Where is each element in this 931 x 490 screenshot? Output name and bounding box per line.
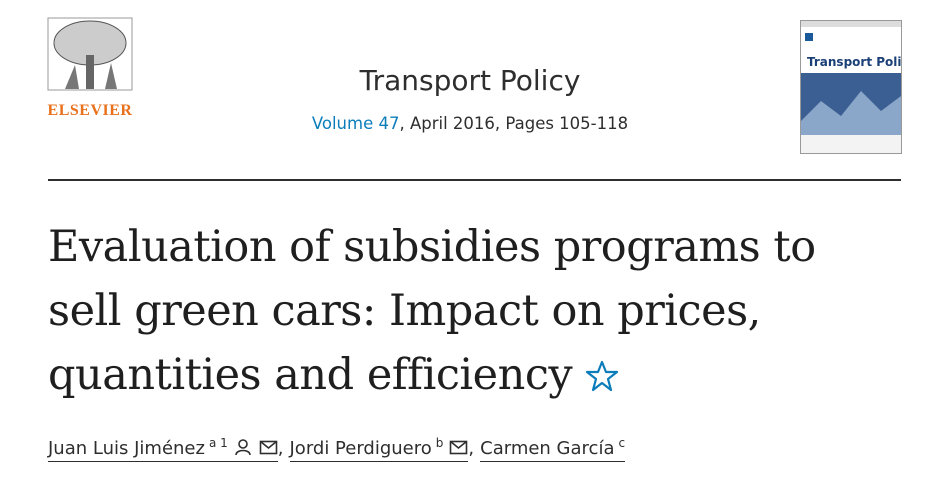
journal-cover[interactable]: Transport Policy: [800, 20, 902, 154]
author[interactable]: Jordi Perdiguero b: [289, 436, 469, 462]
author[interactable]: Juan Luis Jiménez a 1: [48, 436, 278, 462]
elsevier-logo[interactable]: ELSEVIER: [45, 15, 140, 125]
publisher: ELSEVIER: [48, 102, 133, 119]
separator: ,: [277, 438, 284, 459]
separator: ,: [468, 438, 475, 459]
journal-title[interactable]: Transport Policy: [359, 64, 581, 97]
cover-title: Transport Policy: [807, 55, 901, 69]
author-list: Juan Luis Jiménez a 1, Jordi Perdiguero b, C…: [48, 436, 626, 462]
affiliation: c: [618, 436, 626, 450]
volume-link[interactable]: Volume 47: [311, 114, 400, 133]
affiliation: b: [435, 436, 444, 450]
cover-footer: [801, 135, 901, 153]
author-name: Carmen García: [480, 438, 615, 459]
author-name: Juan Luis Jiménez: [48, 438, 205, 459]
logo-figures: [65, 63, 117, 89]
author-icon: [450, 440, 468, 455]
issue-line: Volume 47, April 2016, Pages 105-118: [250, 114, 690, 133]
cover-art: Transport Policy: [801, 21, 901, 153]
star-icon[interactable]: [585, 359, 619, 393]
title-text: Evaluation of subsidies programs to sell…: [48, 222, 816, 400]
divider: [48, 179, 901, 181]
article-title: Evaluation of subsidies programs to sell…: [48, 215, 848, 407]
affiliation: a 1: [208, 436, 228, 450]
issue-info: , April 2016, Pages 105-118: [399, 114, 629, 133]
author[interactable]: Carmen García c: [480, 436, 626, 462]
author-name: Jordi Perdiguero: [289, 438, 432, 459]
cover-band: [801, 21, 901, 27]
author-icon: [259, 440, 278, 455]
logo-trunk: [86, 55, 94, 89]
cover-badge: [805, 33, 813, 41]
cover-skyline: [801, 91, 901, 135]
author-icon: [234, 439, 251, 456]
